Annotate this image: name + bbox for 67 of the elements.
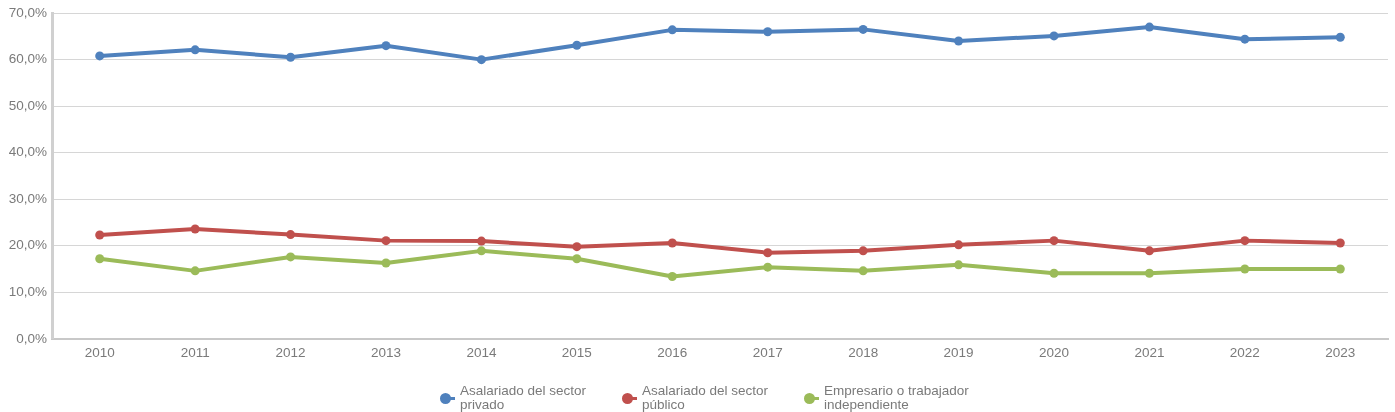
point <box>954 240 964 250</box>
point <box>95 254 105 264</box>
point <box>1240 236 1250 246</box>
y-tick-label: 20,0% <box>8 237 47 253</box>
x-tick-label: 2010 <box>84 344 115 360</box>
x-tick-label: 2015 <box>561 344 592 360</box>
point <box>476 55 486 65</box>
point <box>95 230 105 240</box>
legend-label: Asalariado del sector privado <box>460 383 588 412</box>
point <box>858 266 868 276</box>
point <box>1049 236 1059 246</box>
y-tick-label: 10,0% <box>8 283 47 299</box>
x-tick-label: 2014 <box>466 344 497 360</box>
point <box>763 262 773 272</box>
point <box>954 36 964 46</box>
point <box>190 224 200 234</box>
x-tick-label: 2011 <box>180 344 210 360</box>
legend-label: Empresario o trabajador independiente <box>824 383 970 412</box>
point <box>667 238 677 248</box>
legend-label: Asalariado del sector público <box>642 383 770 412</box>
point <box>286 252 296 262</box>
x-tick-label: 2016 <box>657 344 688 360</box>
x-tick-label: 2021 <box>1134 344 1165 360</box>
point <box>1240 34 1250 44</box>
x-tick-label: 2020 <box>1038 344 1070 360</box>
y-tick-label: 40,0% <box>8 144 47 160</box>
y-tick-label: 70,0% <box>8 4 47 20</box>
point <box>1144 268 1154 278</box>
point <box>1144 246 1154 256</box>
point <box>381 236 391 246</box>
x-tick-label: 2013 <box>370 344 402 360</box>
point <box>286 230 296 240</box>
point <box>1335 264 1345 274</box>
point <box>1335 238 1345 248</box>
point <box>286 52 296 62</box>
point <box>858 24 868 34</box>
y-tick-label: 0,0% <box>16 330 47 346</box>
point <box>572 40 582 50</box>
x-tick-label: 2019 <box>943 344 974 360</box>
point <box>858 246 868 256</box>
point <box>1240 264 1250 274</box>
x-tick-label: 2023 <box>1325 344 1356 360</box>
y-tick-label: 60,0% <box>8 51 47 67</box>
point <box>1049 268 1059 278</box>
point <box>190 45 200 55</box>
point <box>381 41 391 51</box>
y-tick-label: 50,0% <box>8 97 47 113</box>
point <box>572 242 582 252</box>
point <box>667 271 677 281</box>
point <box>763 248 773 258</box>
x-tick-label: 2018 <box>848 344 879 360</box>
x-tick-label: 2022 <box>1229 344 1260 360</box>
point <box>667 25 677 35</box>
point <box>572 254 582 264</box>
point <box>476 236 486 246</box>
x-tick-label: 2017 <box>752 344 783 360</box>
y-tick-label: 30,0% <box>8 190 47 206</box>
x-tick-label: 2012 <box>275 344 306 360</box>
point <box>954 260 964 270</box>
point <box>1049 31 1059 41</box>
point <box>1144 22 1154 32</box>
point <box>476 246 486 256</box>
point <box>381 258 391 268</box>
point <box>1335 32 1345 42</box>
point <box>190 266 200 276</box>
point <box>763 27 773 37</box>
point <box>95 51 105 61</box>
